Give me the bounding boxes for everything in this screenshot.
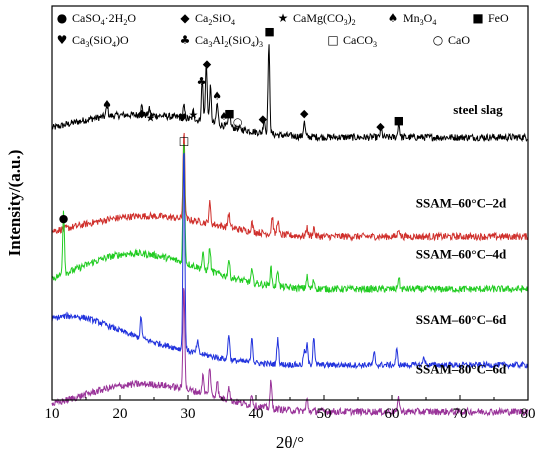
legend-label-part: (SiO [228, 33, 251, 47]
series-labels: steel slag SSAM–60°C–2d SSAM–60°C–4d SSAM–6… [416, 102, 507, 377]
x-tick-label: 70 [453, 406, 468, 422]
peak-marker: ◆ [203, 57, 212, 70]
peak-marker: ★ [146, 111, 156, 124]
series-lines [51, 44, 529, 417]
legend-label-part: 4 [101, 18, 105, 27]
legend-label: FeO [488, 11, 509, 25]
series-label: SSAM–60°C–6d [416, 312, 507, 327]
legend-label: CaO [448, 33, 470, 47]
legend-label-part: (SiO [89, 33, 112, 47]
series-label: SSAM–60°C–2d [416, 195, 507, 210]
peak-marker: ◆ [138, 107, 147, 120]
legend-label: Mn3O4 [403, 11, 436, 27]
peak-marker: ♥ [178, 111, 188, 124]
peak-marker: ★ [189, 108, 199, 121]
y-axis-label: Intensity/(a.u.) [5, 150, 24, 257]
legend-label-part: CaO [448, 33, 470, 47]
legend-label-part: 2 [352, 18, 356, 27]
x-tick-label: 40 [249, 406, 264, 422]
legend-marker: ○ [433, 33, 443, 47]
peak-marker: ● [59, 212, 69, 225]
legend-label: Ca3Al2(SiO4)3 [195, 33, 263, 49]
series-label: SSAM–80°C–6d [416, 362, 507, 377]
legend-label-part: 4 [251, 40, 255, 49]
legend-label-part: Ca [72, 33, 86, 47]
legend-label-part: 3 [85, 40, 89, 49]
legend-label: CaSO4·2H2O [72, 11, 136, 27]
legend-label-part: 3 [259, 40, 263, 49]
legend-marker: ♥ [57, 33, 68, 47]
x-axis-label: 2θ/° [276, 433, 304, 452]
legend-label-part: Mn [403, 11, 420, 25]
peak-marker: ◆ [259, 113, 268, 126]
series-line-0 [51, 44, 528, 143]
legend-label: CaCO3 [343, 33, 377, 49]
legend-marker: □ [327, 33, 338, 47]
legend-label-part: 2 [224, 40, 228, 49]
series-label: SSAM–60°C–4d [416, 246, 507, 261]
legend-label-part: 2 [123, 18, 127, 27]
x-axis: 10 20 30 40 50 60 70 80 [45, 395, 536, 422]
series-label: steel slag [453, 102, 503, 117]
legend-label-part: 3 [373, 40, 377, 49]
legend-label-part: ) [255, 33, 259, 47]
series-line-3 [51, 152, 529, 370]
peak-marker: □ [179, 135, 189, 148]
x-tick-label: 20 [113, 406, 128, 422]
legend-label-part: O [127, 11, 136, 25]
x-tick-label: 60 [385, 406, 400, 422]
legend-label: Ca2SiO4 [195, 11, 235, 27]
x-tick-label: 30 [181, 406, 196, 422]
peak-marker: ◆ [300, 107, 309, 120]
legend-marker: ◆ [180, 11, 190, 25]
legend-label-part: ) [348, 11, 352, 25]
peak-marker: ◆ [376, 120, 385, 133]
legend-marker: ● [57, 11, 67, 25]
x-tick-label: 50 [317, 406, 332, 422]
legend-marker: ■ [472, 11, 483, 25]
legend-label-part: 3 [420, 18, 424, 27]
legend-label-part: Ca [195, 33, 209, 47]
x-tick-label: 80 [521, 406, 536, 422]
legend-label-part: SiO [212, 11, 231, 25]
legend-label-part: CaCO [343, 33, 373, 47]
legend-label-part: O [424, 11, 433, 25]
series-line-4 [51, 288, 529, 417]
legend-label-part: Al [212, 33, 225, 47]
legend: ● CaSO4·2H2O ◆ Ca2SiO4 ★ CaMg(CO3)2 ♠ Mn3O4 ■ FeO… [57, 11, 509, 49]
x-tick-label: 10 [45, 406, 60, 422]
legend-marker: ★ [278, 11, 289, 25]
peak-marker: ■ [394, 114, 404, 127]
legend-marker: ♠ [388, 11, 399, 25]
series-line-1 [51, 132, 529, 242]
series-line-2 [51, 143, 529, 294]
peak-marker: ♠ [102, 98, 112, 111]
peak-marker: ♠ [212, 89, 222, 102]
legend-label-part: 2 [208, 18, 212, 27]
legend-label-part: CaMg(CO [293, 11, 344, 25]
legend-label-part: 3 [208, 40, 212, 49]
peak-marker: ♣ [197, 75, 207, 88]
peak-marker: ○ [233, 116, 243, 129]
legend-label-part: 4 [432, 18, 436, 27]
legend-label-part: 4 [112, 40, 116, 49]
legend-label-part: Ca [195, 11, 209, 25]
peak-marker: ■ [264, 25, 274, 38]
legend-label: CaMg(CO3)2 [293, 11, 356, 27]
legend-label: Ca3(SiO4)O [72, 33, 129, 49]
legend-label-part: CaSO [72, 11, 101, 25]
peak-marker: ♠ [219, 110, 229, 123]
legend-label-part: FeO [488, 11, 509, 25]
legend-label-part: 4 [231, 18, 235, 27]
legend-label-part: ·2H [105, 11, 124, 25]
legend-marker: ♣ [180, 33, 191, 47]
legend-label-part: )O [116, 33, 129, 47]
peak-marker: ■ [224, 107, 234, 120]
peak-markers: ♠◆ ★ ♥ ★♣◆♠♠■○ ◆■◆◆ ■□● [59, 25, 404, 225]
legend-label-part: 3 [344, 18, 348, 27]
